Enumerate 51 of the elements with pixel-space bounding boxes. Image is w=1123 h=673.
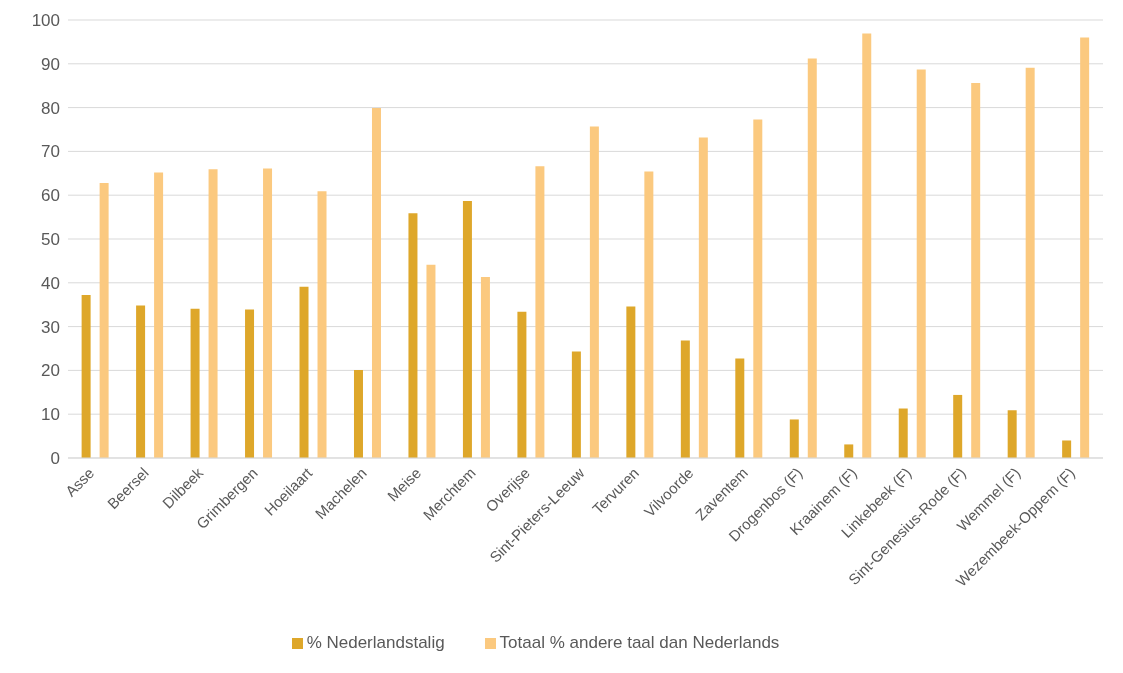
bar	[81, 295, 91, 458]
bar	[644, 171, 654, 458]
y-tick-label: 0	[50, 449, 60, 469]
legend-label: Totaal % andere taal dan Nederlands	[499, 633, 780, 652]
bar	[807, 58, 817, 458]
bar	[626, 306, 636, 458]
bar	[408, 213, 418, 458]
bar	[480, 277, 490, 458]
bar	[426, 264, 436, 458]
y-tick-label: 30	[41, 317, 60, 337]
bar	[535, 166, 545, 458]
bar	[245, 309, 255, 458]
y-tick-label: 10	[41, 405, 60, 425]
bar	[735, 358, 745, 458]
y-tick-label: 60	[41, 186, 60, 206]
bar	[517, 311, 527, 458]
y-tick-label: 20	[41, 361, 60, 381]
bar	[589, 126, 599, 458]
bar	[698, 137, 708, 458]
bar	[789, 419, 799, 458]
bar	[898, 408, 908, 458]
y-tick-label: 90	[41, 54, 60, 74]
bar	[571, 351, 581, 458]
bar	[208, 169, 218, 458]
bar	[371, 108, 381, 458]
bar	[753, 119, 763, 458]
y-tick-label: 40	[41, 273, 60, 293]
bar	[99, 182, 109, 458]
y-tick-label: 50	[41, 230, 60, 250]
bar	[916, 69, 926, 458]
bar	[353, 369, 363, 458]
bar	[154, 172, 164, 458]
y-tick-label: 80	[41, 98, 60, 118]
bar	[953, 394, 963, 458]
legend-label: % Nederlandstalig	[306, 633, 445, 652]
bar	[862, 33, 872, 458]
bar	[844, 444, 854, 458]
y-tick-label: 70	[41, 142, 60, 162]
bar	[971, 83, 981, 458]
bar	[462, 200, 472, 458]
bar	[317, 191, 327, 458]
bar	[1025, 67, 1035, 458]
y-tick-label: 100	[31, 11, 60, 31]
bar	[263, 168, 273, 458]
bar	[680, 340, 690, 458]
bar	[1080, 37, 1090, 458]
bar	[1062, 440, 1072, 458]
bar	[299, 286, 309, 458]
bar	[1007, 410, 1017, 458]
bar	[190, 308, 200, 458]
bar	[136, 305, 146, 458]
